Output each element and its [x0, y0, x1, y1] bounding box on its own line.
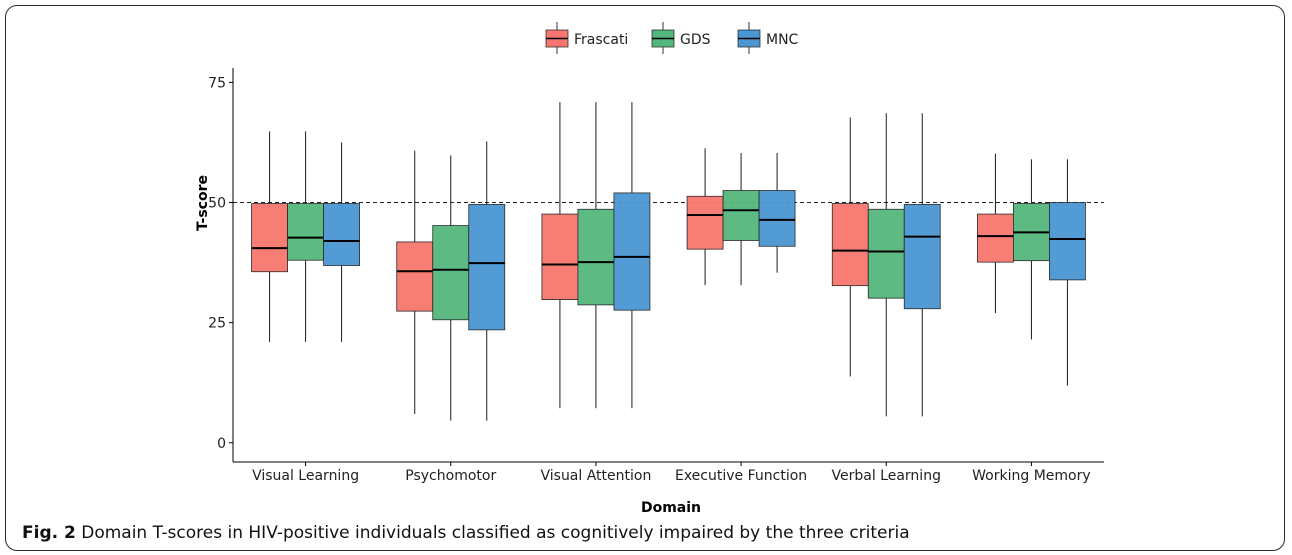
box-mnc: [1049, 159, 1086, 386]
legend-item-gds: GDS: [651, 22, 711, 54]
box-frascati: [251, 131, 288, 342]
box-frascati: [977, 153, 1014, 314]
caption-text: Domain T-scores in HIV-positive individu…: [75, 523, 910, 543]
legend: Frascati GDS MNC: [545, 22, 799, 54]
plot-area: [233, 102, 1104, 421]
box-gds: [1013, 159, 1050, 340]
box-iqr: [396, 241, 434, 312]
box-frascati: [831, 117, 869, 377]
legend-label: MNC: [766, 32, 799, 48]
box-iqr: [577, 208, 615, 306]
axes: 0 25 50 75 Visual Learning Psychomotor Visual …: [208, 68, 1104, 484]
figure-caption: Fig. 2 Domain T-scores in HIV-positive i…: [22, 523, 910, 543]
box-iqr: [758, 190, 796, 247]
boxplot-chart: Frascati GDS MNC 0 25 50 75 Visual Learning Psy…: [195, 22, 1104, 516]
box-gds: [722, 153, 760, 286]
y-tick-label: 50: [208, 196, 226, 212]
box-gds: [287, 131, 324, 342]
x-tick-label: Working Memory: [972, 468, 1091, 484]
box-gds: [867, 113, 905, 417]
box-iqr: [867, 208, 905, 299]
box-iqr: [613, 192, 651, 311]
box-gds: [432, 155, 470, 421]
box-frascati: [541, 102, 579, 409]
x-axis-label: Domain: [641, 500, 701, 516]
box-frascati: [686, 148, 724, 286]
x-tick-label: Visual Learning: [252, 468, 359, 484]
figure-number: Fig. 2: [22, 523, 76, 543]
box-iqr: [323, 203, 360, 266]
box-mnc: [323, 142, 360, 342]
y-tick-label: 75: [208, 75, 226, 91]
y-tick-label: 25: [208, 316, 226, 332]
figure-frame: [5, 5, 1285, 551]
box-iqr: [1049, 202, 1086, 281]
box-iqr: [468, 204, 506, 331]
box-iqr: [903, 204, 941, 310]
box-iqr: [251, 203, 288, 273]
box-gds: [577, 102, 615, 409]
x-tick-label: Executive Function: [675, 468, 807, 484]
box-mnc: [613, 102, 651, 409]
x-tick-label: Verbal Learning: [832, 468, 941, 484]
box-mnc: [468, 141, 506, 421]
legend-label: Frascati: [574, 32, 628, 48]
box-iqr: [831, 203, 869, 287]
box-iqr: [432, 225, 470, 321]
x-tick-label: Psychomotor: [405, 468, 496, 484]
box-mnc: [758, 153, 796, 273]
legend-label: GDS: [680, 32, 711, 48]
box-mnc: [903, 113, 941, 417]
y-tick-label: 0: [217, 436, 226, 452]
box-iqr: [977, 213, 1014, 263]
box-iqr: [686, 195, 724, 250]
box-iqr: [287, 203, 324, 261]
x-tick-label: Visual Attention: [540, 468, 651, 484]
box-frascati: [396, 150, 434, 414]
box-iqr: [541, 213, 579, 300]
box-iqr: [722, 190, 760, 241]
legend-item-mnc: MNC: [737, 22, 799, 54]
legend-item-frascati: Frascati: [545, 22, 628, 54]
y-axis-label: T-score: [195, 175, 211, 231]
